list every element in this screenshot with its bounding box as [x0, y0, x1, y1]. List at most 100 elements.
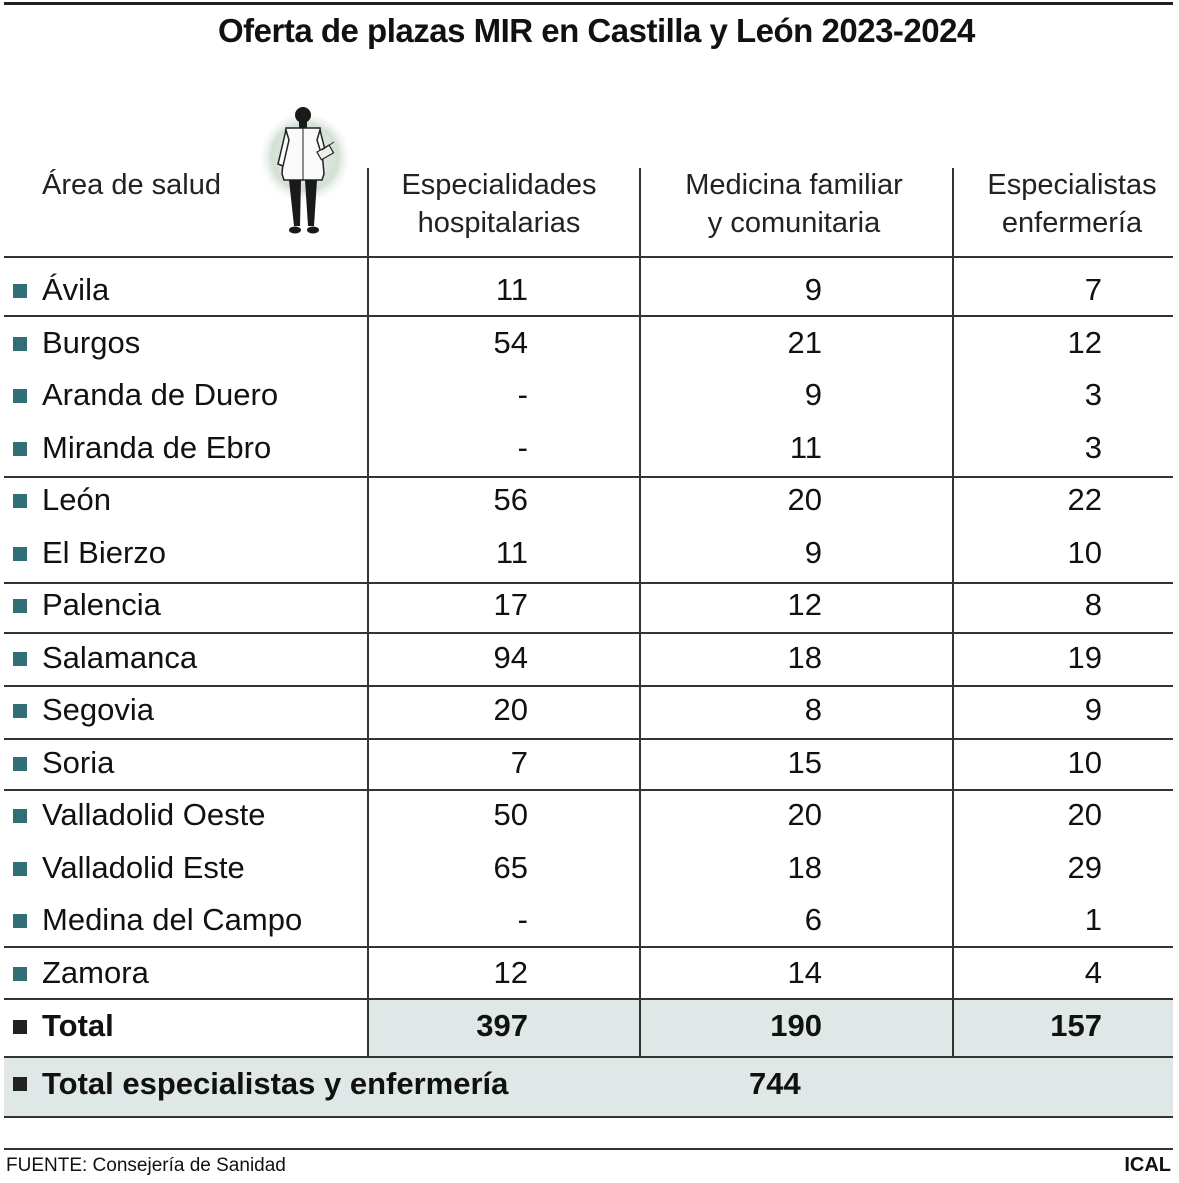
nursing-value: 4 — [1084, 955, 1102, 990]
table-row: Aranda de Duero - 9 3 — [4, 369, 1173, 421]
family-value: 9 — [804, 272, 822, 307]
group-rule — [4, 738, 1173, 740]
nursing-value: 12 — [1067, 325, 1102, 360]
group-rule — [4, 476, 1173, 478]
row-bullet — [13, 1020, 27, 1034]
nursing-value: 20 — [1067, 797, 1102, 832]
row-bullet — [13, 652, 27, 666]
hospital-value: 94 — [493, 640, 528, 675]
family-value: 15 — [787, 745, 822, 780]
table-row: Ávila 11 9 7 — [4, 264, 1173, 316]
nursing-value: 22 — [1067, 482, 1102, 517]
table-row: El Bierzo 11 9 10 — [4, 527, 1173, 579]
agency-credit: ICAL — [1124, 1154, 1171, 1176]
row-bullet — [13, 599, 27, 613]
row-bullet — [13, 967, 27, 981]
row-bullet — [13, 284, 27, 298]
header-rule — [4, 256, 1173, 258]
group-rule — [4, 632, 1173, 634]
nursing-value: 3 — [1084, 430, 1102, 465]
group-rule — [4, 685, 1173, 687]
grand-total-value: 744 — [749, 1066, 801, 1101]
row-bullet — [13, 1077, 27, 1091]
area-name: Segovia — [42, 692, 155, 727]
hospital-value: - — [517, 902, 528, 937]
table-row: Soria 7 15 10 — [4, 737, 1173, 789]
header-area: Área de salud — [42, 169, 221, 201]
table-row: León 56 20 22 — [4, 474, 1173, 526]
table-row: Segovia 20 8 9 — [4, 684, 1173, 736]
hospital-value: 12 — [493, 955, 528, 990]
hospital-value: 11 — [495, 272, 528, 307]
grand-total-shade — [4, 1058, 1173, 1116]
family-value: 8 — [804, 692, 822, 727]
family-value: 14 — [787, 955, 822, 990]
grand-total-label: Total especialistas y enfermería — [42, 1066, 509, 1101]
header-nursing-line2: enfermería — [1001, 207, 1143, 239]
table-row: Miranda de Ebro - 11 3 — [4, 422, 1173, 474]
row-bullet — [13, 389, 27, 403]
hospital-value: 50 — [493, 797, 528, 832]
nursing-value: 29 — [1067, 850, 1102, 885]
area-name: Soria — [42, 745, 115, 780]
total-hospital-value: 397 — [476, 1008, 528, 1043]
area-name: Medina del Campo — [42, 902, 303, 937]
family-value: 20 — [787, 797, 822, 832]
table-row: Palencia 17 12 8 — [4, 579, 1173, 631]
header-hospital: Especialidades hospitalarias — [370, 166, 628, 242]
area-name: Zamora — [42, 955, 149, 990]
family-value: 21 — [787, 325, 822, 360]
family-value: 9 — [804, 377, 822, 412]
total-row: Total 397 190 157 — [4, 1000, 1173, 1052]
area-name: El Bierzo — [42, 535, 167, 570]
nursing-value: 19 — [1067, 640, 1102, 675]
nursing-value: 8 — [1084, 587, 1102, 622]
group-rule — [4, 789, 1173, 791]
family-value: 12 — [787, 587, 822, 622]
area-name: Ávila — [42, 272, 110, 307]
nursing-value: 3 — [1084, 377, 1102, 412]
total-family-value: 190 — [770, 1008, 822, 1043]
table-row: Valladolid Oeste 50 20 20 — [4, 789, 1173, 841]
grand-total-row: Total especialistas y enfermería 744 — [4, 1058, 1173, 1116]
header-hospital-line1: Especialidades — [401, 169, 597, 201]
header-nursing: Especialistas enfermería — [956, 166, 1179, 242]
area-name: Salamanca — [42, 640, 198, 675]
area-name: Miranda de Ebro — [42, 430, 272, 465]
family-value: 18 — [787, 640, 822, 675]
table-row: Burgos 54 21 12 — [4, 317, 1173, 369]
group-rule — [4, 315, 1173, 317]
row-bullet — [13, 704, 27, 718]
table-row: Medina del Campo - 6 1 — [4, 894, 1173, 946]
doctor-with-clipboard-icon — [256, 104, 354, 240]
nursing-value: 1 — [1084, 902, 1102, 937]
hospital-value: 17 — [493, 587, 528, 622]
row-bullet — [13, 809, 27, 823]
group-rule — [4, 582, 1173, 584]
row-bullet — [13, 914, 27, 928]
hospital-value: - — [517, 377, 528, 412]
table-row: Valladolid Este 65 18 29 — [4, 842, 1173, 894]
group-rule — [4, 1056, 1173, 1058]
group-rule — [4, 998, 1173, 1000]
column-divider-3 — [952, 168, 954, 1056]
family-value: 9 — [804, 535, 822, 570]
nursing-value: 9 — [1084, 692, 1102, 727]
family-value: 11 — [789, 430, 822, 465]
total-shade — [368, 1000, 1173, 1056]
hospital-value: 7 — [510, 745, 528, 780]
hospital-value: 20 — [493, 692, 528, 727]
header-family-line1: Medicina familiar — [685, 169, 903, 201]
header-hospital-line2: hospitalarias — [417, 207, 581, 239]
hospital-value: 65 — [493, 850, 528, 885]
area-name: Burgos — [42, 325, 141, 360]
source-note: FUENTE: Consejería de Sanidad — [6, 1155, 286, 1176]
area-name: Aranda de Duero — [42, 377, 279, 412]
family-value: 6 — [804, 902, 822, 937]
row-bullet — [13, 442, 27, 456]
hospital-value: 11 — [495, 535, 528, 570]
page-title: Oferta de plazas MIR en Castilla y León … — [218, 12, 975, 49]
table-row: Salamanca 94 18 19 — [4, 632, 1173, 684]
family-value: 18 — [787, 850, 822, 885]
header-family: Medicina familiar y comunitaria — [643, 166, 945, 242]
